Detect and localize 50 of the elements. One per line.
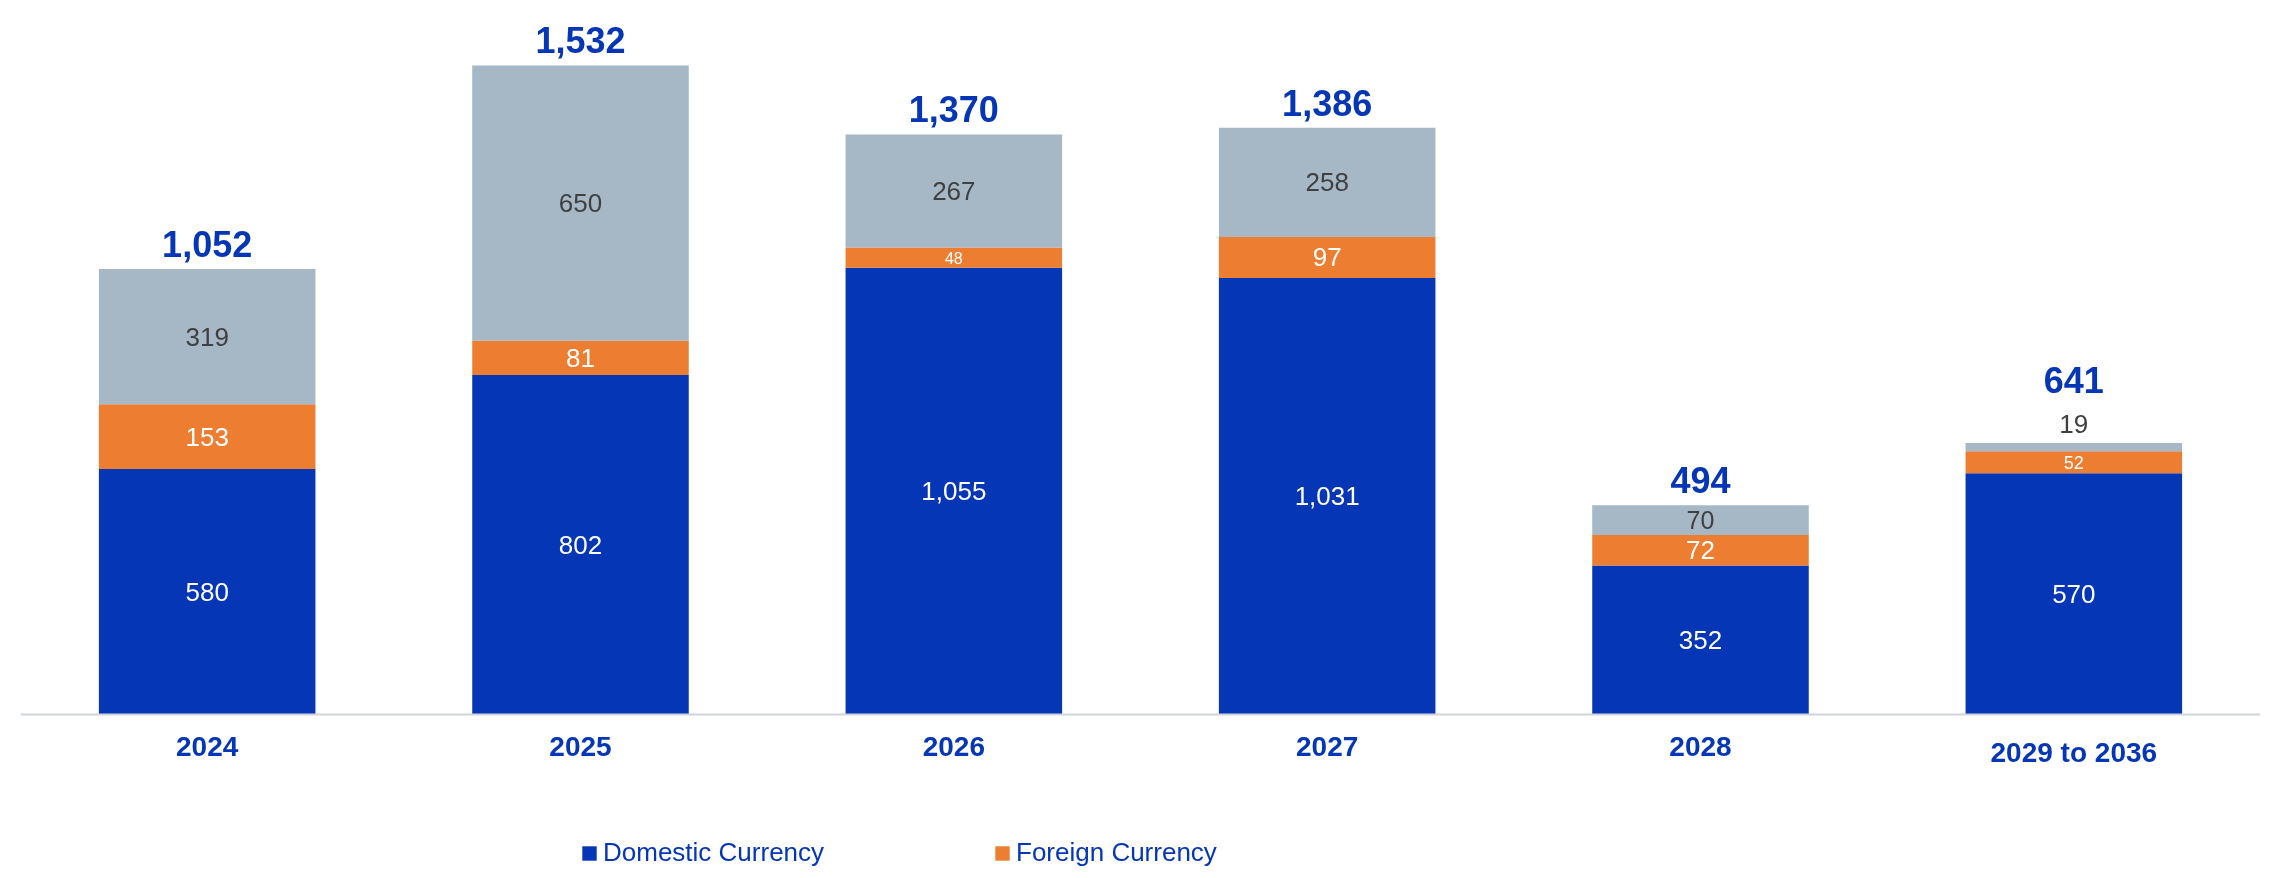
total-label: 494 <box>1670 460 1731 502</box>
bar <box>472 340 689 375</box>
total-label: 1,532 <box>535 20 626 62</box>
bar <box>1218 277 1436 715</box>
x-tick-label: 2028 <box>1669 730 1732 762</box>
bar <box>1592 565 1809 715</box>
data-label: 19 <box>2059 409 2089 440</box>
legend-label: Foreign Currency <box>1016 837 1218 868</box>
total-label: 1,370 <box>908 89 999 131</box>
data-label: 267 <box>932 175 976 206</box>
data-label: 72 <box>1686 535 1715 566</box>
data-label: 352 <box>1678 624 1723 655</box>
bar <box>1965 473 2183 715</box>
bar <box>1965 451 2183 474</box>
x-tick-label: 2024 <box>176 730 239 762</box>
data-label: 650 <box>558 188 603 219</box>
data-label: 580 <box>185 576 229 607</box>
bar <box>1592 534 1809 566</box>
total-label: 1,386 <box>1282 82 1373 124</box>
bar <box>472 374 689 715</box>
bar <box>845 134 1063 248</box>
x-tick-label: 2029 to 2036 <box>1990 736 2158 768</box>
bar <box>1218 236 1436 278</box>
x-tick-label: 2027 <box>1296 730 1359 762</box>
data-label: 1,055 <box>921 476 987 507</box>
bar <box>1218 127 1436 237</box>
data-label: 1,031 <box>1294 481 1360 512</box>
data-label: 319 <box>185 321 229 352</box>
total-label: 641 <box>2043 360 2104 402</box>
legend-label: Domestic Currency <box>603 837 826 868</box>
data-label: 570 <box>2052 578 2096 609</box>
x-tick-label: 2026 <box>922 730 985 762</box>
bar <box>98 269 316 405</box>
bar <box>98 468 316 715</box>
data-label: 153 <box>185 421 229 452</box>
data-label: 258 <box>1305 167 1349 198</box>
bar <box>98 404 316 469</box>
x-tick-label: 2025 <box>549 730 612 762</box>
bar <box>1965 443 2183 452</box>
bar <box>1592 505 1809 535</box>
data-label: 70 <box>1686 506 1715 535</box>
data-label: 97 <box>1312 242 1342 273</box>
bar <box>845 247 1063 268</box>
data-label: 52 <box>2063 452 2084 473</box>
bar <box>472 65 689 341</box>
total-label: 1,052 <box>162 224 253 266</box>
bar <box>845 267 1063 715</box>
data-label: 81 <box>566 342 595 373</box>
data-label: 48 <box>944 249 963 267</box>
data-label: 802 <box>558 529 603 560</box>
